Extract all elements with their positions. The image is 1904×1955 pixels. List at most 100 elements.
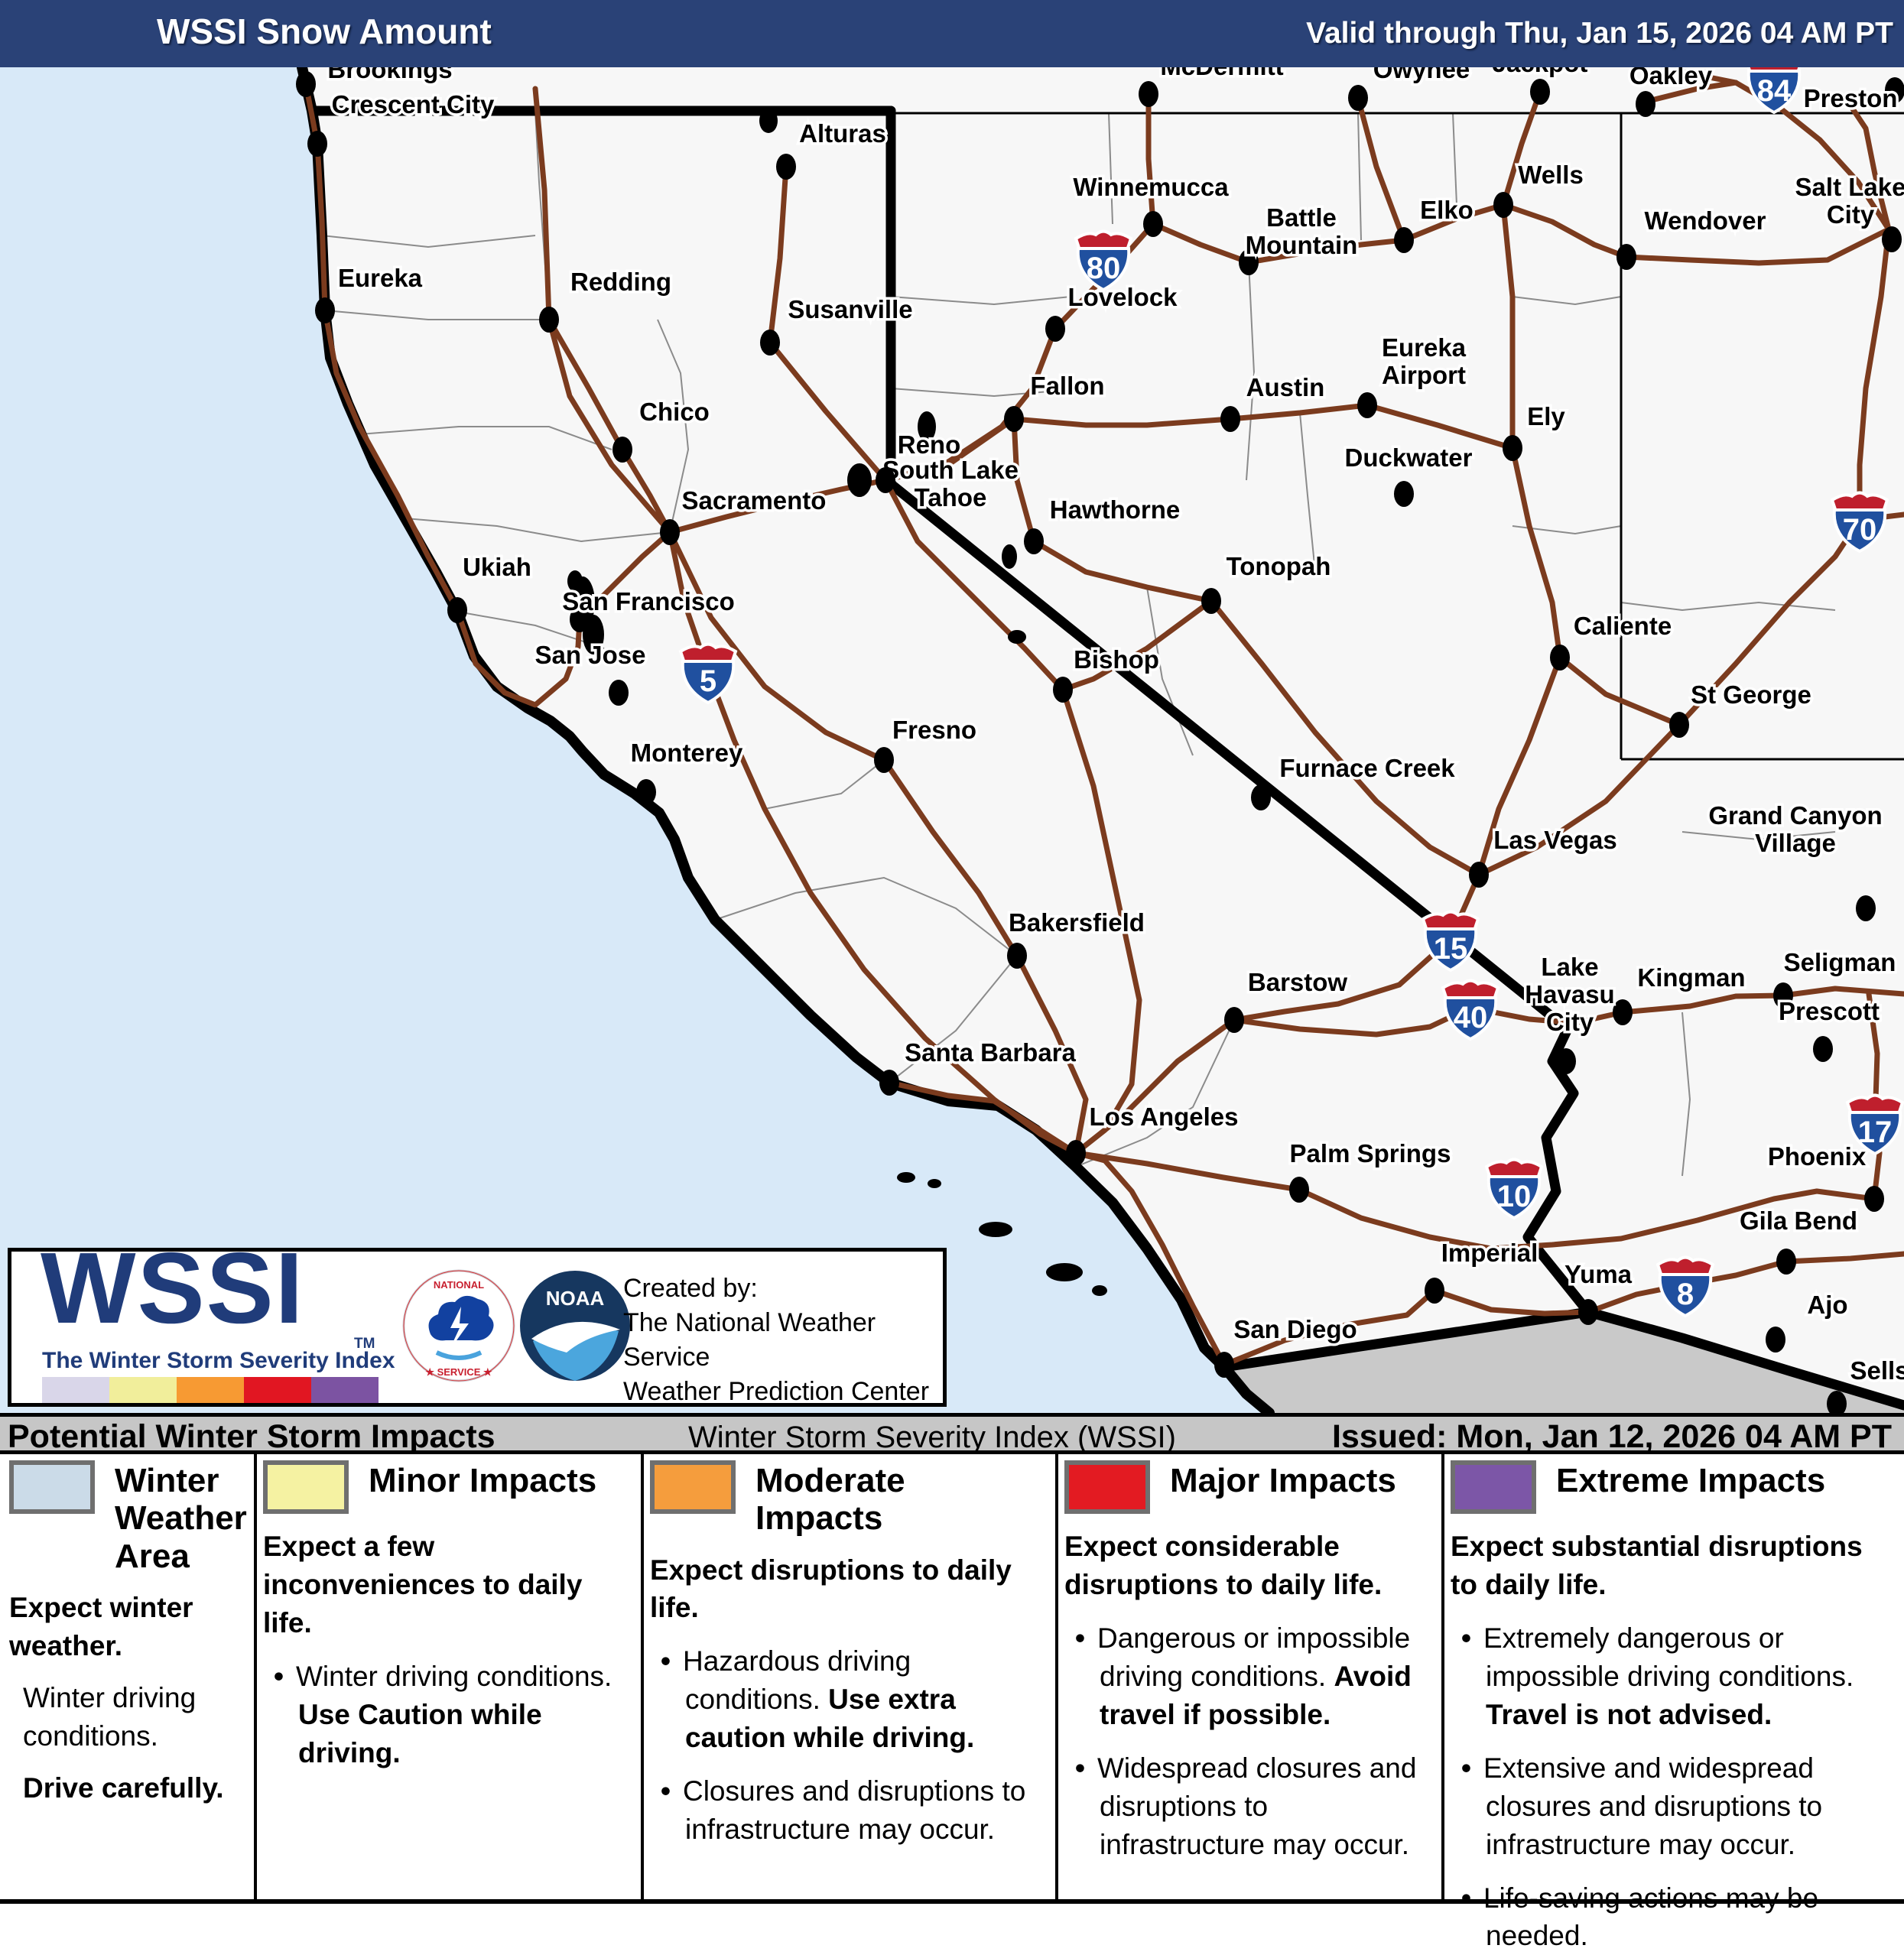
city-label-fresno: Fresno [892, 716, 976, 744]
city-label-prescott: Prescott [1779, 997, 1880, 1025]
legend-bullet: Dangerous or impossible driving conditio… [1075, 1619, 1428, 1734]
city-dot-austin [1220, 406, 1240, 432]
city-dot-duckwater [1394, 481, 1414, 507]
city-label-oakley: Oakley [1629, 67, 1713, 89]
shield-number: 70 [1843, 513, 1877, 547]
severity-strip-swatch-4 [311, 1377, 379, 1403]
legend-text: Extremely dangerous or impossible drivin… [1483, 1622, 1854, 1692]
created-by-line1: Created by: [623, 1271, 943, 1306]
legend-divider [1055, 1454, 1058, 1904]
nws-logo: NATIONAL ★ SERVICE ★ [401, 1268, 516, 1383]
city-label-brookings: Brookings [327, 67, 452, 83]
city-dot-bishop [1053, 677, 1073, 703]
legend-bullet-list: Extremely dangerous or impossible drivin… [1451, 1619, 1890, 1955]
city-label-lake-havasu-city: Lake [1541, 953, 1598, 981]
city-label-sacramento: Sacramento [682, 486, 827, 515]
city-dot-eureka [315, 297, 335, 323]
city-label-ely: Ely [1527, 402, 1565, 430]
city-label-monterey: Monterey [631, 739, 743, 767]
legend-bullet: Widespread closures and disruptions to i… [1075, 1749, 1428, 1864]
city-dot-monterey [636, 779, 656, 805]
legend-title-extreme-impacts: Extreme Impacts [1556, 1462, 1825, 1499]
legend-text: Extensive and widespread closures and di… [1483, 1752, 1822, 1860]
city-label-sells: Sells [1850, 1356, 1904, 1385]
city-label-susanville: Susanville [788, 295, 912, 323]
city-label-furnace-creek: Furnace Creek [1279, 754, 1455, 782]
city-dot-furnace-creek [1251, 784, 1271, 810]
legend-bullet-list: Hazardous driving conditions. Use extra … [650, 1642, 1041, 1849]
city-dot-san-diego [1214, 1352, 1234, 1378]
city-dot-lovelock [1045, 316, 1065, 342]
city-dot-san-jose [609, 680, 629, 706]
legend-bullet: Extremely dangerous or impossible drivin… [1461, 1619, 1890, 1734]
city-label-eureka-airport: Eureka [1382, 333, 1467, 362]
legend-body-moderate-impacts: Expect disruptions to daily life. Hazardo… [650, 1551, 1041, 1849]
legend-text: Widespread closures and disruptions to i… [1097, 1752, 1417, 1860]
shield-number: 10 [1497, 1180, 1532, 1213]
city-label-bakersfield: Bakersfield [1009, 908, 1145, 937]
shield-number: 17 [1858, 1116, 1893, 1149]
valid-through-label: Valid through Thu, Jan 15, 2026 04 AM PT [1306, 17, 1893, 50]
legend-swatch-winter-weather-area [9, 1460, 95, 1514]
city-label-eureka-airport: Airport [1382, 361, 1466, 389]
city-dot-south-lake-tahoe [850, 471, 869, 497]
severity-strip-swatch-3 [244, 1377, 311, 1403]
city-dot-caliente [1550, 645, 1570, 671]
legend-bullet-list: Winter driving conditions. Use Caution w… [263, 1658, 627, 1772]
water-body [759, 109, 778, 133]
city-dot-bakersfield [1007, 943, 1027, 969]
wssi-wordmark: WSSI [41, 1230, 304, 1346]
legend-text-bold: Expect disruptions to daily life. [650, 1554, 1012, 1624]
water-body [1002, 544, 1017, 569]
issued-label: Issued: Mon, Jan 12, 2026 04 AM PT [1332, 1418, 1892, 1456]
shield-number: 15 [1434, 932, 1468, 966]
legend-bullet: Hazardous driving conditions. Use extra … [661, 1642, 1041, 1757]
city-label-san-francisco: San Francisco [562, 587, 735, 615]
legend-text: Life-saving actions may be needed. [1483, 1882, 1818, 1952]
city-dot-gila-bend [1776, 1249, 1796, 1275]
noaa-text: NOAA [546, 1287, 605, 1310]
city-label-seligman: Seligman [1784, 948, 1896, 976]
city-label-hawthorne: Hawthorne [1050, 495, 1181, 524]
city-dot-ukiah [447, 597, 467, 623]
city-label-wendover: Wendover [1645, 206, 1766, 235]
header-bar: WSSI Snow Amount Valid through Thu, Jan … [0, 0, 1904, 67]
city-dot-santa-barbara [879, 1070, 899, 1096]
shield-number: 5 [700, 664, 716, 698]
city-dot-jackpot [1530, 79, 1550, 105]
legend-body-minor-impacts: Expect a few inconveniences to daily lif… [263, 1528, 627, 1772]
city-label-caliente: Caliente [1574, 612, 1672, 640]
legend-title-major-impacts: Major Impacts [1170, 1462, 1396, 1499]
city-dot-st-george [1669, 712, 1689, 738]
city-label-duckwater: Duckwater [1345, 443, 1473, 472]
city-label-crescent-city: Crescent City [332, 90, 495, 119]
legend-body-major-impacts: Expect considerable disruptions to daily… [1064, 1528, 1428, 1864]
legend-intro-extreme-impacts: Expect substantial disruptions to daily … [1451, 1528, 1890, 1604]
impacts-title-bar: Potential Winter Storm Impacts Winter St… [0, 1413, 1904, 1454]
city-label-grand-canyon-village: Village [1755, 829, 1836, 857]
city-dot-crescent-city [307, 131, 327, 157]
legend-text: Winter driving conditions. [23, 1682, 196, 1752]
city-label-lake-havasu-city: City [1546, 1008, 1594, 1036]
legend-text-bold: Expect considerable disruptions to daily… [1064, 1531, 1382, 1600]
city-label-lake-havasu-city: Havasu [1525, 980, 1614, 1008]
city-dot-redding [539, 307, 559, 333]
legend-intro-major-impacts: Expect considerable disruptions to daily… [1064, 1528, 1428, 1604]
water-body [1046, 1263, 1083, 1281]
legend-swatch-minor-impacts [263, 1460, 349, 1514]
shield-number: 84 [1757, 74, 1792, 108]
city-dot-brookings [296, 71, 316, 97]
city-dot-owyhee [1348, 85, 1368, 111]
city-label-phoenix: Phoenix [1768, 1142, 1867, 1171]
shield-number: 40 [1454, 1001, 1488, 1034]
water-body [928, 1179, 941, 1188]
city-label-wells: Wells [1518, 161, 1584, 189]
city-dot-ely [1503, 435, 1522, 461]
legend-intro-moderate-impacts: Expect disruptions to daily life. [650, 1551, 1041, 1628]
water-body [979, 1222, 1012, 1237]
legend-swatch-moderate-impacts [650, 1460, 736, 1514]
